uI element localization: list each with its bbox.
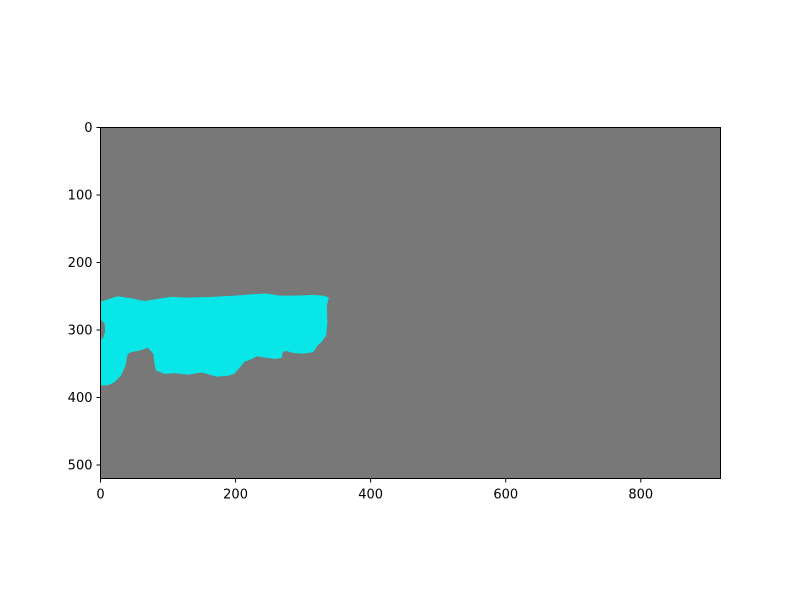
x-tick-label: 400 (358, 488, 383, 503)
plot-area (100, 127, 721, 479)
y-axis: 0 100 200 300 400 500 (68, 121, 101, 474)
x-tick-label: 600 (493, 488, 518, 503)
y-tick-label: 500 (68, 459, 93, 474)
y-tick-label: 200 (68, 256, 93, 271)
region-0 (100, 293, 329, 386)
x-tick-label: 200 (223, 488, 248, 503)
x-tick-label: 0 (96, 488, 104, 503)
plot-frame (100, 127, 721, 479)
y-tick-label: 100 (68, 189, 93, 204)
region-1 (100, 319, 106, 340)
regions-layer (100, 293, 329, 386)
x-axis: 0 200 400 600 800 (96, 478, 653, 503)
y-tick-label: 400 (68, 391, 93, 406)
y-tick-label: 300 (68, 324, 93, 339)
y-tick-label: 0 (84, 121, 92, 136)
x-tick-label: 800 (628, 488, 653, 503)
